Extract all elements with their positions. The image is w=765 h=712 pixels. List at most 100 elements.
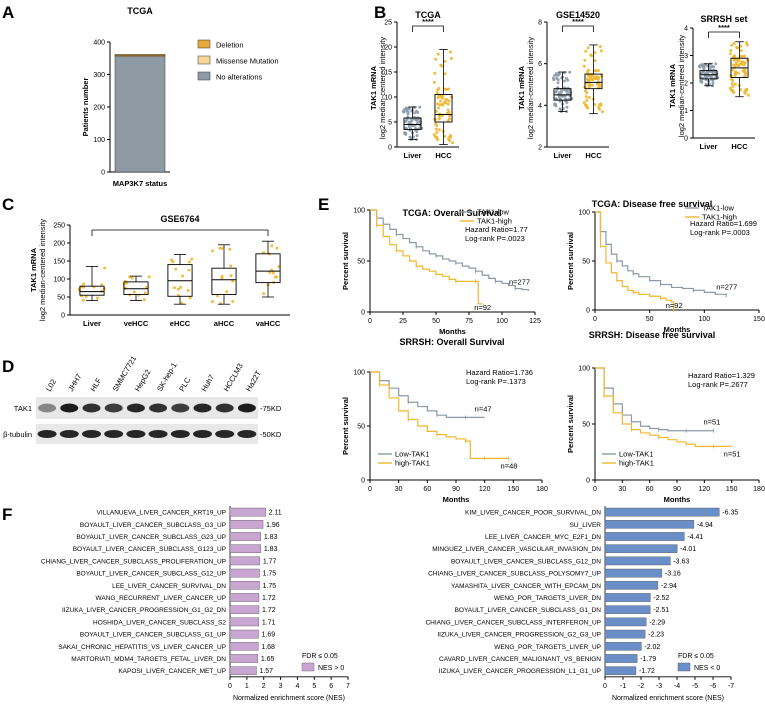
box <box>434 94 453 123</box>
data-point <box>437 106 441 110</box>
y-axis-sublabel: log2 median-centered intensity <box>38 219 47 321</box>
data-point <box>583 103 587 107</box>
y-tick-label: 200 <box>53 241 65 248</box>
nes-bar <box>604 568 663 578</box>
x-tick-label: -2 <box>638 683 644 690</box>
band-tubulin <box>170 430 190 438</box>
y-axis-label: Percent survival <box>341 232 350 290</box>
legend-swatch <box>197 55 211 65</box>
y-tick-label: 0 <box>61 313 65 320</box>
data-point <box>433 135 437 139</box>
chart-title: SRRSH set <box>700 14 747 24</box>
x-tick-label: 100 <box>496 318 508 325</box>
gene-set-label: BOYAULT_LIVER_CANCER_SUBCLASS_G3_UP <box>80 522 226 529</box>
data-point <box>103 266 107 270</box>
y-tick-label: 2 <box>684 81 688 88</box>
nes-bar <box>604 507 720 517</box>
nes-value-label: -2.02 <box>644 644 660 651</box>
legend-label: Deletion <box>216 41 244 50</box>
band-tubulin <box>148 430 168 438</box>
data-point <box>84 295 88 299</box>
x-tick-label: 180 <box>753 486 765 493</box>
nes-bar <box>604 605 651 614</box>
data-point <box>588 78 592 82</box>
y-tick-label: 8 <box>538 20 542 27</box>
x-axis-label: Normalized enrichment score (NES) <box>612 695 724 702</box>
nes-bar <box>604 617 647 627</box>
x-tick-label: 60 <box>646 486 654 493</box>
nes-value-label: -2.29 <box>649 619 665 626</box>
nes-value-label: -1.72 <box>639 668 655 675</box>
data-point <box>443 72 447 76</box>
x-tick-label: 25 <box>399 318 407 325</box>
data-point <box>406 107 410 111</box>
nes-bar <box>604 654 638 663</box>
legend-label: Low-TAK1 <box>395 450 429 459</box>
panel-label-e: E <box>318 195 329 214</box>
band-tubulin <box>59 430 79 438</box>
nes-bar <box>229 507 266 517</box>
blot-strip-tubulin <box>36 424 258 444</box>
data-point <box>584 49 588 53</box>
significance-label: **** <box>572 17 584 26</box>
log-rank: Log-rank P=.2677 <box>688 380 748 389</box>
data-point <box>447 110 451 114</box>
nes-bar <box>604 520 695 529</box>
data-point <box>553 97 557 101</box>
data-point <box>733 82 737 86</box>
legend-swatch <box>301 662 315 672</box>
nes-value-label: 1.65 <box>261 656 275 663</box>
nes-bar <box>229 593 260 602</box>
nes-bar <box>229 654 259 663</box>
x-tick-label: 150 <box>507 486 519 493</box>
data-point <box>147 275 151 279</box>
gene-set-label: BOYAULT_LIVER_CANCER_SUBCLASS_G1_UP <box>80 632 226 639</box>
legend-swatch <box>197 71 211 81</box>
data-point <box>586 77 590 81</box>
log-rank: Log-rank P=.1373 <box>466 377 526 386</box>
data-point <box>406 112 410 116</box>
data-point <box>729 48 733 52</box>
data-point <box>402 110 406 114</box>
gene-set-label: LEE_LIVER_CANCER_MYC_E2F1_DN <box>485 534 601 541</box>
data-point <box>432 80 436 84</box>
data-point <box>432 133 436 137</box>
band-tubulin <box>215 430 235 438</box>
marker-75kd: -75KD <box>260 404 282 413</box>
nes-value-label: -4.94 <box>697 522 713 529</box>
data-point <box>744 71 748 75</box>
data-point <box>187 260 191 264</box>
lane-label: L02 <box>44 378 58 393</box>
data-point <box>210 249 214 253</box>
data-point <box>565 101 569 105</box>
row-label-tubulin: β-tubulin <box>3 430 32 439</box>
nes-bar <box>604 544 678 553</box>
x-tick-label: Liver <box>404 151 422 160</box>
x-tick-label: 100 <box>698 316 710 323</box>
nes-value-label: -2.51 <box>653 607 669 614</box>
gene-set-label: MARTORIATI_MDM4_TARGETS_FETAL_LIVER_DN <box>71 656 226 663</box>
x-axis-label: Months <box>439 327 466 336</box>
hazard-ratio: Hazard Ratio=1.699 <box>690 219 757 228</box>
data-point <box>413 111 417 115</box>
x-tick-label: eHCC <box>170 319 191 328</box>
y-tick-label: 0 <box>361 310 365 317</box>
data-point <box>130 276 134 280</box>
band-tubulin <box>104 430 124 438</box>
gene-set-label: LEE_LIVER_CANCER_SURVIVAL_DN <box>112 583 226 590</box>
hazard-ratio: Hazard Ratio=1.77 <box>465 225 528 234</box>
nes-value-label: 1.83 <box>264 546 278 553</box>
nes-value-label: -3.16 <box>665 571 681 578</box>
data-point <box>433 71 437 75</box>
data-point <box>596 77 600 81</box>
log-rank: Log-rank P=.0023 <box>465 234 525 243</box>
data-point <box>590 74 594 78</box>
chart-title: TCGA: Overall Survival <box>402 208 501 218</box>
y-tick-label: 0 <box>586 308 590 315</box>
y-tick-label: 100 <box>578 210 590 217</box>
legend-label: TAK1-low <box>702 204 735 213</box>
y-tick-label: 0 <box>101 170 105 177</box>
chart-title: SRRSH: Disease free survival <box>589 330 716 340</box>
data-point <box>587 95 591 99</box>
y-tick-label: 10 <box>384 95 392 102</box>
